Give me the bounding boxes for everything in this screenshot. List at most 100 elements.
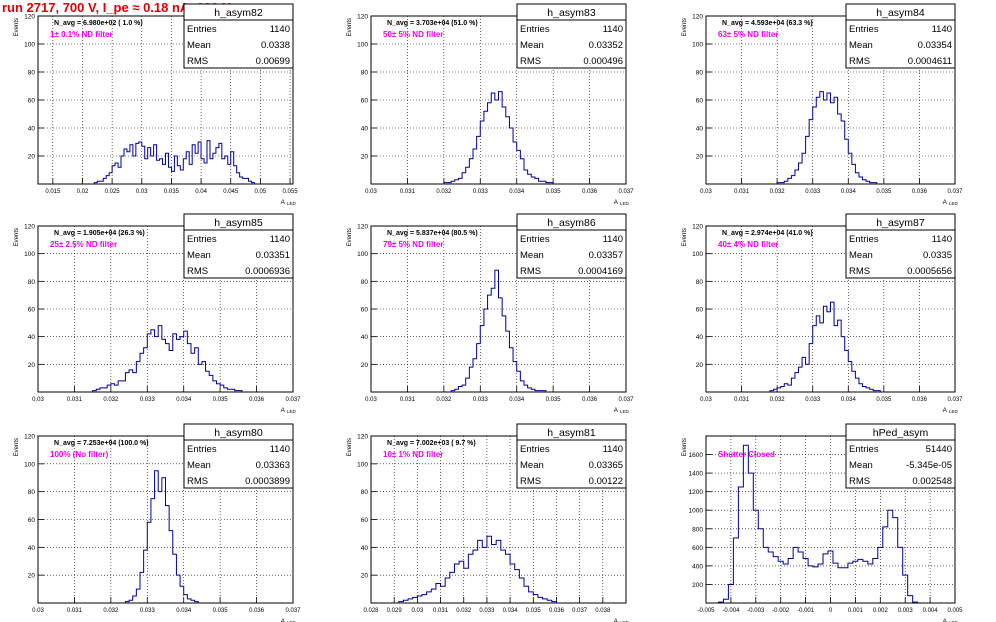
y-tick-label: 600 bbox=[692, 545, 703, 552]
x-tick-label: 0 bbox=[829, 608, 833, 614]
x-tick-label: 0.03 bbox=[700, 189, 712, 195]
y-tick-label: 40 bbox=[28, 545, 36, 552]
x-tick-label: 0.035 bbox=[213, 397, 229, 403]
x-tick-label: 0.055 bbox=[283, 189, 299, 195]
x-axis-label: A bbox=[943, 407, 948, 414]
y-tick-label: 40 bbox=[696, 126, 704, 133]
histogram-name: h_asym85 bbox=[214, 217, 263, 229]
x-tick-label: 0.033 bbox=[473, 397, 489, 403]
histogram-line bbox=[443, 91, 554, 184]
x-tick-label: 0.031 bbox=[734, 189, 750, 195]
y-tick-label: 400 bbox=[692, 563, 703, 570]
x-tick-label: 0.033 bbox=[805, 189, 821, 195]
x-tick-label: 0.034 bbox=[509, 397, 525, 403]
histogram-line bbox=[92, 325, 243, 392]
stats-mean-value: 0.03351 bbox=[256, 250, 290, 261]
stats-box bbox=[516, 3, 627, 69]
y-tick-label: 120 bbox=[692, 224, 703, 231]
y-tick-label: 1600 bbox=[689, 452, 704, 459]
x-tick-label: 0.03 bbox=[365, 397, 377, 403]
navg-label: N_avg = 7.253e+04 (100.0 %) bbox=[54, 440, 149, 447]
x-tick-label: 0.02 bbox=[77, 189, 89, 195]
y-tick-label: 120 bbox=[357, 434, 368, 441]
filter-label: 40± 4% ND filter bbox=[718, 240, 778, 249]
stats-mean-value: 0.0338 bbox=[261, 40, 290, 51]
x-axis-label-subscript: LED bbox=[949, 409, 959, 414]
x-tick-label: 0.031 bbox=[734, 397, 750, 403]
y-tick-label: 120 bbox=[692, 14, 703, 21]
stats-rms-value: 0.00122 bbox=[589, 476, 623, 487]
x-tick-label: 0.034 bbox=[176, 397, 192, 403]
x-axis-label: A bbox=[614, 199, 619, 206]
y-tick-label: 60 bbox=[28, 98, 36, 105]
stats-mean-label: Mean bbox=[520, 250, 544, 261]
stats-mean-label: Mean bbox=[849, 40, 873, 51]
x-axis-label: A bbox=[281, 618, 286, 622]
x-tick-label: 0.035 bbox=[213, 608, 229, 614]
y-axis-label: Events bbox=[347, 228, 353, 246]
stats-entries-value: 1140 bbox=[270, 444, 290, 455]
y-tick-label: 20 bbox=[361, 362, 369, 369]
stats-box bbox=[516, 423, 627, 489]
stats-mean-label: Mean bbox=[849, 250, 873, 261]
x-tick-label: 0.036 bbox=[582, 397, 598, 403]
x-tick-label: 0.037 bbox=[572, 608, 588, 614]
stats-box bbox=[845, 423, 956, 489]
y-tick-label: 200 bbox=[692, 582, 703, 589]
stats-mean-value: -5.345e-05 bbox=[906, 460, 952, 471]
x-tick-label: 0.038 bbox=[595, 608, 611, 614]
y-tick-label: 1400 bbox=[689, 471, 704, 478]
y-tick-label: 120 bbox=[24, 224, 35, 231]
x-tick-label: 0.032 bbox=[770, 189, 786, 195]
filter-label: 50± 5% ND filter bbox=[383, 30, 443, 39]
x-tick-label: 0.032 bbox=[770, 397, 786, 403]
x-tick-label: 0.034 bbox=[503, 608, 519, 614]
stats-rms-label: RMS bbox=[849, 476, 870, 487]
x-axis-label-subscript: LED bbox=[287, 409, 297, 414]
stats-entries-label: Entries bbox=[520, 24, 550, 35]
y-axis-label: Events bbox=[347, 438, 353, 456]
x-tick-label: 0.032 bbox=[436, 397, 452, 403]
y-tick-label: 60 bbox=[28, 307, 36, 314]
y-tick-label: 120 bbox=[24, 14, 35, 21]
stats-box bbox=[845, 3, 956, 69]
x-tick-label: 0.003 bbox=[898, 608, 914, 614]
x-tick-label: 0.04 bbox=[195, 189, 207, 195]
stats-entries-label: Entries bbox=[187, 24, 217, 35]
navg-label: N_avg = 1.905e+04 (26.3 %) bbox=[54, 230, 145, 237]
stats-rms-value: 0.0006936 bbox=[245, 266, 290, 277]
histogram-line bbox=[450, 269, 547, 392]
y-tick-label: 80 bbox=[361, 489, 369, 496]
stats-rms-label: RMS bbox=[849, 56, 870, 67]
navg-label: N_avg = 5.837e+04 (80.5 %) bbox=[387, 230, 478, 237]
navg-label: N_avg = 4.593e+04 (63.3 %) bbox=[722, 20, 813, 27]
x-tick-label: 0.036 bbox=[912, 397, 928, 403]
x-tick-label: 0.029 bbox=[387, 608, 403, 614]
y-axis-label: Events bbox=[682, 228, 688, 246]
x-tick-label: 0.036 bbox=[249, 397, 265, 403]
stats-box bbox=[516, 213, 627, 279]
y-tick-label: 1000 bbox=[689, 508, 704, 515]
y-tick-label: 100 bbox=[357, 42, 368, 49]
y-axis-label: Events bbox=[682, 438, 688, 456]
x-axis-label: A bbox=[943, 618, 948, 622]
navg-label: N_avg = 6.980e+02 ( 1.0 %) bbox=[54, 20, 143, 27]
histogram-h_asym82: 20 40 60 80 100 120 0.015 0.02 0.025 0.03 0.035 0.0… bbox=[14, 3, 299, 206]
y-tick-label: 20 bbox=[28, 154, 36, 161]
x-tick-label: 0.033 bbox=[140, 397, 156, 403]
y-tick-label: 100 bbox=[692, 42, 703, 49]
y-tick-label: 40 bbox=[28, 334, 36, 341]
histogram-h_asym81: 20 40 60 80 100 120 0.028 0.029 0.03 0.031 0.032 0.… bbox=[347, 423, 630, 622]
y-tick-label: 100 bbox=[24, 461, 35, 468]
x-tick-label: 0.025 bbox=[105, 189, 121, 195]
run-title: run 2717, 700 V, I_pe ≈ 0.18 nA, 120 Hz bbox=[2, 0, 238, 15]
x-tick-label: 0.037 bbox=[285, 397, 301, 403]
histogram-line bbox=[776, 91, 878, 184]
histogram-line bbox=[398, 535, 557, 603]
x-tick-label: 0.031 bbox=[433, 608, 449, 614]
y-axis-label: Events bbox=[682, 18, 688, 36]
x-axis-label-subscript: LED bbox=[620, 620, 630, 622]
stats-entries-value: 1140 bbox=[603, 444, 623, 455]
histogram-name: h_asym82 bbox=[214, 7, 263, 19]
